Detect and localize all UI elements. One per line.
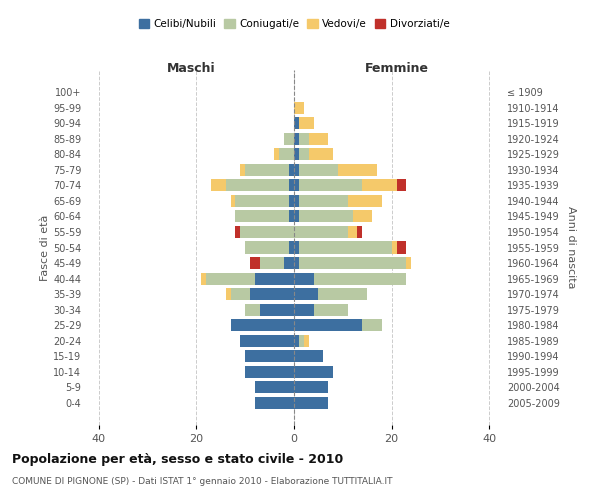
Bar <box>255 272 294 284</box>
Bar <box>308 148 333 160</box>
Bar <box>255 381 294 394</box>
Bar <box>338 164 377 176</box>
Bar <box>294 210 299 222</box>
Bar <box>274 148 280 160</box>
Bar <box>294 319 362 331</box>
Y-axis label: Anni di nascita: Anni di nascita <box>566 206 577 289</box>
Bar <box>294 304 314 316</box>
Bar <box>245 164 289 176</box>
Bar <box>250 257 260 269</box>
Bar <box>308 132 328 145</box>
Bar <box>294 350 323 362</box>
Bar <box>299 257 406 269</box>
Y-axis label: Fasce di età: Fasce di età <box>40 214 50 280</box>
Bar <box>226 180 289 192</box>
Bar <box>319 288 367 300</box>
Bar <box>235 195 289 207</box>
Bar <box>289 210 294 222</box>
Bar <box>299 210 353 222</box>
Bar <box>304 334 308 346</box>
Bar <box>226 288 230 300</box>
Bar <box>230 195 235 207</box>
Bar <box>362 319 382 331</box>
Bar <box>289 195 294 207</box>
Bar <box>245 242 289 254</box>
Bar <box>240 164 245 176</box>
Bar <box>284 257 294 269</box>
Bar <box>299 180 362 192</box>
Bar <box>250 288 294 300</box>
Bar <box>314 304 348 316</box>
Bar <box>206 272 255 284</box>
Bar <box>289 164 294 176</box>
Bar <box>294 226 348 238</box>
Bar <box>294 366 333 378</box>
Bar <box>211 180 226 192</box>
Bar <box>294 334 299 346</box>
Bar <box>230 288 250 300</box>
Bar <box>230 319 294 331</box>
Bar <box>294 257 299 269</box>
Bar <box>294 180 299 192</box>
Bar <box>397 242 406 254</box>
Bar <box>397 180 406 192</box>
Bar <box>299 164 338 176</box>
Bar <box>240 334 294 346</box>
Bar <box>299 195 348 207</box>
Bar <box>240 226 294 238</box>
Bar <box>260 257 284 269</box>
Bar <box>299 242 392 254</box>
Bar <box>294 164 299 176</box>
Bar <box>294 288 319 300</box>
Bar <box>260 304 294 316</box>
Bar <box>294 102 304 114</box>
Bar <box>294 381 328 394</box>
Bar <box>289 242 294 254</box>
Bar <box>294 242 299 254</box>
Bar <box>362 180 397 192</box>
Bar <box>235 226 240 238</box>
Text: Maschi: Maschi <box>167 62 216 75</box>
Bar <box>255 396 294 409</box>
Bar <box>294 117 299 130</box>
Bar <box>348 195 382 207</box>
Bar <box>299 132 308 145</box>
Bar <box>245 304 260 316</box>
Bar <box>299 148 308 160</box>
Bar <box>284 132 294 145</box>
Text: COMUNE DI PIGNONE (SP) - Dati ISTAT 1° gennaio 2010 - Elaborazione TUTTITALIA.IT: COMUNE DI PIGNONE (SP) - Dati ISTAT 1° g… <box>12 478 392 486</box>
Bar <box>299 334 304 346</box>
Bar <box>245 366 294 378</box>
Bar <box>235 210 289 222</box>
Bar <box>392 242 397 254</box>
Bar <box>299 117 314 130</box>
Bar <box>294 272 314 284</box>
Bar <box>314 272 406 284</box>
Text: Popolazione per età, sesso e stato civile - 2010: Popolazione per età, sesso e stato civil… <box>12 452 343 466</box>
Bar <box>245 350 294 362</box>
Bar <box>294 132 299 145</box>
Bar <box>289 180 294 192</box>
Text: Femmine: Femmine <box>365 62 428 75</box>
Bar <box>294 396 328 409</box>
Bar <box>353 210 372 222</box>
Legend: Celibi/Nubili, Coniugati/e, Vedovi/e, Divorziati/e: Celibi/Nubili, Coniugati/e, Vedovi/e, Di… <box>134 15 454 33</box>
Bar <box>294 195 299 207</box>
Bar <box>406 257 411 269</box>
Bar <box>348 226 358 238</box>
Bar <box>201 272 206 284</box>
Bar <box>294 148 299 160</box>
Bar <box>358 226 362 238</box>
Bar <box>280 148 294 160</box>
